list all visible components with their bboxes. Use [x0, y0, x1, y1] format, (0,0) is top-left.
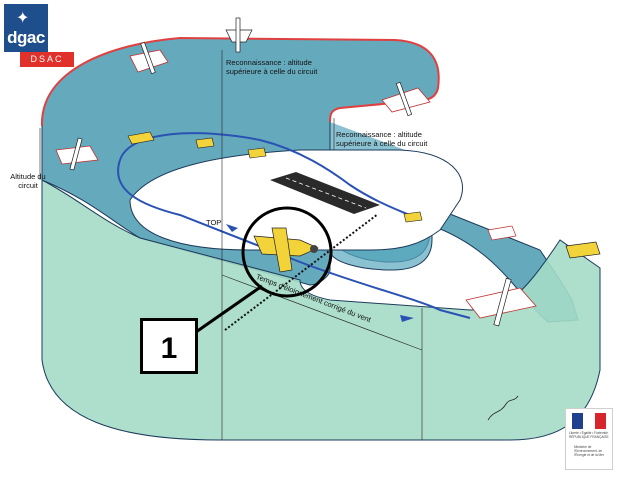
upper-edge-red: [40, 36, 440, 127]
ground-oval: [129, 149, 463, 251]
aircraft-far-right-yellow: [565, 241, 601, 259]
logo-subtitle: DSAC: [20, 52, 74, 67]
label-top: TOP: [206, 218, 222, 227]
bird-icon: ✦: [16, 10, 30, 27]
callout-leader: [195, 284, 263, 334]
aircraft-left-white: [129, 41, 169, 75]
aircraft-top-white: [225, 17, 253, 53]
circuit-path-lower: [117, 159, 471, 319]
logo-block: ✦ dgac: [4, 4, 48, 52]
dimension-line: [221, 274, 423, 351]
aircraft-main-yellow: [253, 227, 319, 273]
ministry-seal: Liberté • Égalité • Fraternité RÉPUBLIQU…: [565, 408, 613, 470]
circuit-path: [119, 132, 421, 221]
dotted-track: [224, 213, 379, 331]
runway-centerline: [285, 177, 367, 209]
seal-motto: Liberté • Égalité • Fraternité RÉPUBLIQU…: [569, 431, 609, 439]
highlight-circle: [241, 206, 333, 298]
artist-signature: [487, 395, 519, 421]
aircraft-altitude-white: [55, 137, 99, 171]
dgac-logo: ✦ dgac DSAC: [4, 4, 74, 70]
circuit-volume-lower: [41, 179, 601, 441]
path-arrow: [400, 315, 414, 322]
seal-ministry: Ministère de l'Environnement, de l'Énerg…: [574, 445, 605, 457]
callout-number: 1: [140, 318, 198, 374]
runway: [270, 172, 380, 214]
aircraft-small-yellow: [127, 131, 423, 223]
logo-text: dgac: [7, 28, 45, 47]
label-recon-top: Reconnaissance : altitude supérieure à c…: [226, 58, 318, 76]
aircraft-small-right-white: [487, 225, 517, 241]
tricolor-flag-icon: [572, 413, 606, 429]
aircraft-right-red: [381, 81, 431, 117]
aircraft-lower-right-red: [465, 277, 537, 327]
path-arrow: [226, 224, 238, 232]
label-altitude: Altitude du circuit: [10, 172, 46, 190]
label-recon-right: Reconnaissance : altitude supérieure à c…: [336, 130, 428, 148]
